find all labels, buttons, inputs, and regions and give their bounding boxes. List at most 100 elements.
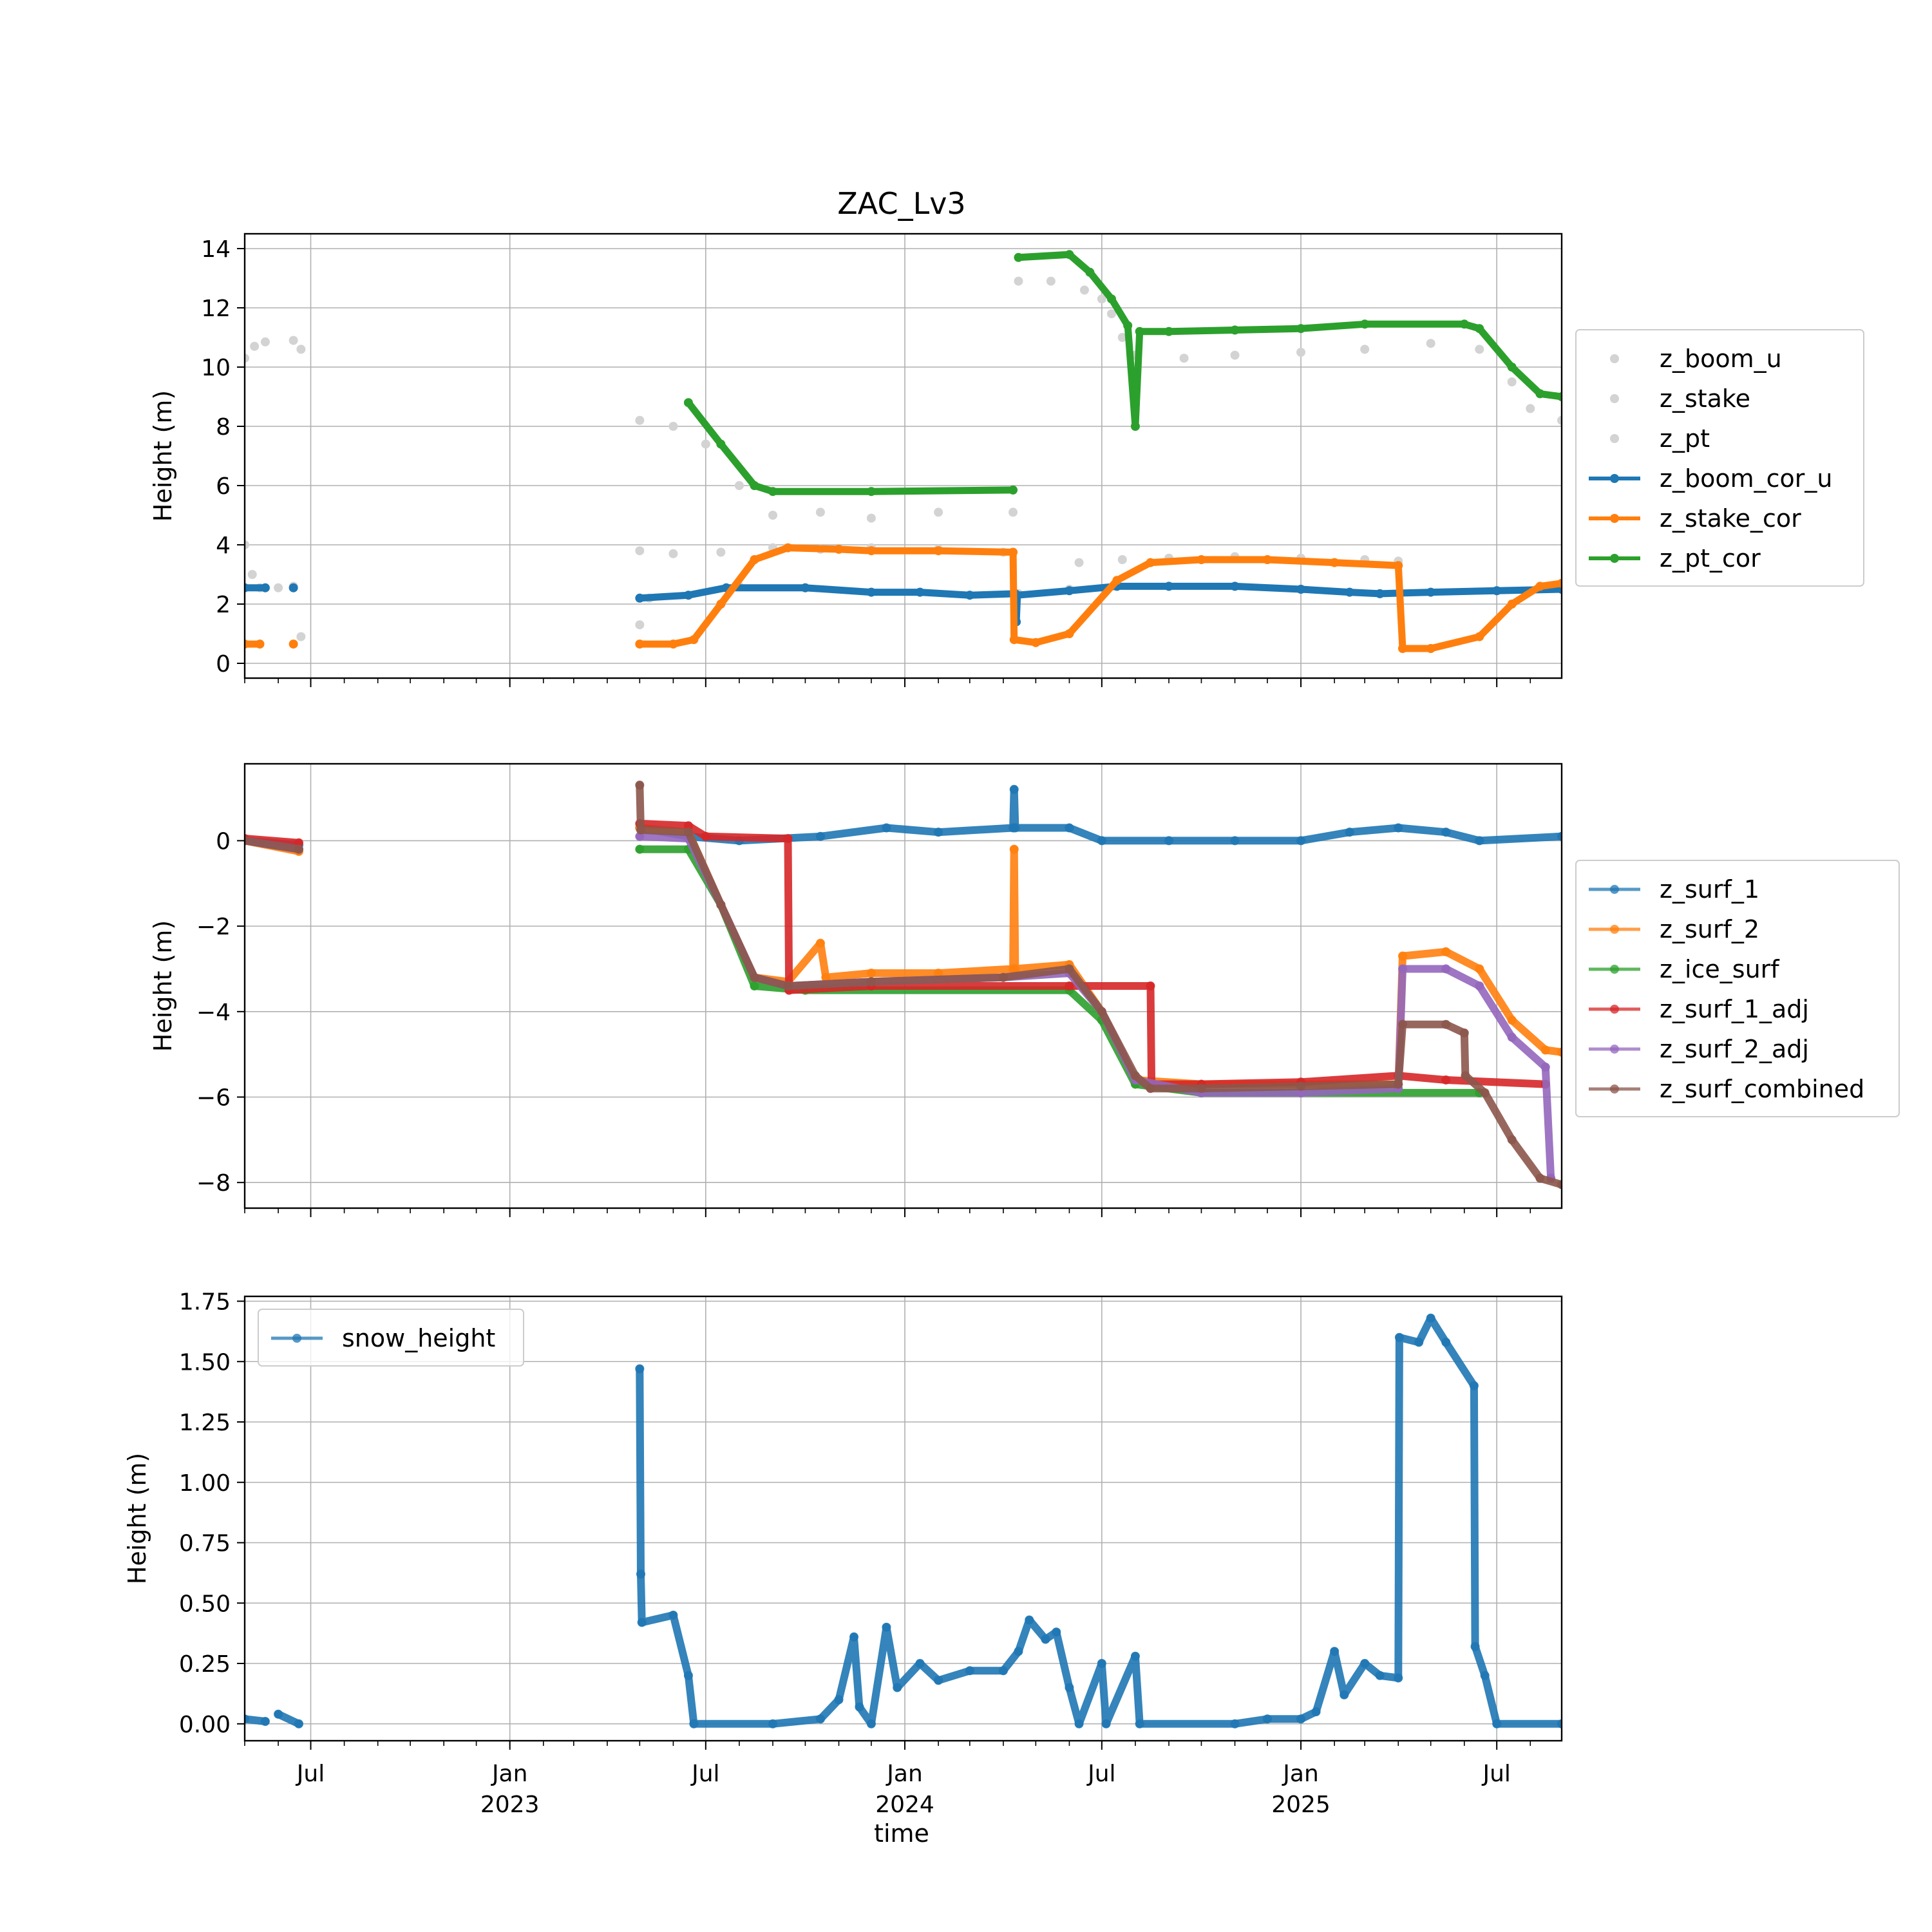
- legend-label: z_surf_1_adj: [1660, 995, 1809, 1023]
- legend-marker: [1610, 1045, 1619, 1054]
- y-tick-label: 0.25: [179, 1651, 231, 1678]
- series-line: [636, 1314, 1562, 1728]
- legend-marker: [1610, 1084, 1619, 1094]
- data-point: [1507, 1135, 1517, 1144]
- legend-label: snow_height: [342, 1324, 495, 1352]
- data-point: [783, 834, 793, 844]
- series-line: [245, 837, 303, 853]
- data-point: [1535, 1173, 1545, 1183]
- data-point: [1085, 267, 1095, 277]
- data-point: [1009, 784, 1019, 794]
- y-tick-label: 1.00: [179, 1470, 231, 1497]
- legend-box: [1575, 860, 1900, 1117]
- data-point: [815, 938, 825, 948]
- legend-marker: [1610, 514, 1619, 523]
- data-point: [1330, 558, 1340, 567]
- data-point: [998, 1666, 1008, 1676]
- data-point: [1123, 321, 1133, 330]
- series-group: [245, 250, 1562, 653]
- data-point: [1394, 1673, 1403, 1683]
- legend-label: z_surf_2_adj: [1660, 1035, 1809, 1063]
- data-point: [1262, 555, 1272, 564]
- legend-marker: [1610, 925, 1619, 934]
- y-tick-label: 0.75: [179, 1531, 231, 1557]
- y-tick-label: 1.75: [179, 1289, 231, 1316]
- data-point: [245, 540, 249, 549]
- panel-1: 0 2 4 6 8 10 12 14 Height (m) z_boom_u z_stake z_pt…: [149, 232, 1864, 687]
- data-point: [1052, 1627, 1061, 1637]
- data-point: [1441, 964, 1451, 974]
- legend-label: z_surf_combined: [1660, 1075, 1864, 1103]
- data-point: [274, 583, 283, 592]
- data-point: [1164, 836, 1174, 846]
- legend-label: z_stake_cor: [1660, 504, 1801, 533]
- data-point: [1360, 319, 1370, 329]
- data-point: [1046, 276, 1056, 286]
- series-group: [245, 781, 1562, 1189]
- data-point: [1397, 1019, 1407, 1029]
- data-point: [683, 828, 693, 837]
- data-point: [1164, 582, 1174, 591]
- data-point: [768, 511, 778, 520]
- data-point: [1426, 644, 1435, 653]
- data-point: [1345, 828, 1354, 837]
- data-point: [800, 583, 810, 592]
- legend-marker: [1610, 474, 1619, 483]
- data-point: [1097, 294, 1106, 304]
- data-point: [716, 439, 726, 449]
- data-point: [1360, 345, 1370, 354]
- chart-panels: 0 2 4 6 8 10 12 14 Height (m) z_boom_u z_stake z_pt…: [123, 232, 1900, 1818]
- data-point: [1507, 377, 1517, 386]
- legend-marker: [1610, 965, 1619, 974]
- data-point: [1296, 324, 1306, 334]
- data-point: [1230, 325, 1240, 335]
- y-tick-label: 6: [216, 473, 231, 500]
- data-point: [1475, 632, 1484, 641]
- data-point: [768, 487, 778, 497]
- data-point: [1097, 1659, 1106, 1668]
- series-line: [685, 399, 1017, 495]
- data-point: [294, 844, 304, 854]
- x-tick-label: 2024: [875, 1792, 934, 1818]
- data-point: [750, 555, 759, 564]
- data-point: [1014, 276, 1023, 286]
- data-point: [934, 507, 943, 517]
- data-point: [934, 546, 943, 556]
- data-point: [1296, 585, 1306, 594]
- panel-3: 0.00 0.25 0.50 0.75 1.00 1.25 1.50 1.75 Height (…: [123, 1289, 1563, 1818]
- data-point: [716, 600, 726, 609]
- series-z_surf_combined: [245, 781, 1562, 1189]
- data-point: [245, 583, 249, 592]
- data-point: [1375, 589, 1385, 598]
- data-point: [965, 591, 974, 600]
- data-point: [1135, 327, 1144, 336]
- data-point: [1130, 1071, 1140, 1081]
- data-point: [1475, 964, 1484, 974]
- data-point: [635, 546, 645, 556]
- legend-label: z_stake: [1660, 384, 1750, 413]
- y-tick-label: 4: [216, 533, 231, 559]
- data-point: [635, 415, 645, 425]
- data-point: [245, 354, 249, 363]
- data-point: [683, 398, 693, 408]
- data-point: [1535, 389, 1545, 399]
- data-point: [274, 1709, 283, 1719]
- data-point: [1117, 333, 1127, 342]
- data-point: [1065, 981, 1074, 990]
- data-point: [1461, 1071, 1470, 1081]
- data-point: [1065, 964, 1074, 974]
- data-point: [834, 544, 844, 554]
- data-point: [668, 549, 678, 558]
- data-point: [635, 844, 645, 854]
- y-tick-label: −2: [196, 914, 231, 940]
- data-point: [1164, 327, 1174, 336]
- y-tick-label: 14: [201, 236, 231, 263]
- data-point: [635, 620, 645, 630]
- legend-label: z_ice_surf: [1660, 955, 1780, 983]
- series-line: [1015, 251, 1562, 430]
- series-group: [245, 1313, 1562, 1728]
- data-point: [1230, 836, 1240, 846]
- legend-box: [258, 1309, 524, 1367]
- legend-label: z_surf_1: [1660, 875, 1759, 904]
- data-point: [815, 507, 825, 517]
